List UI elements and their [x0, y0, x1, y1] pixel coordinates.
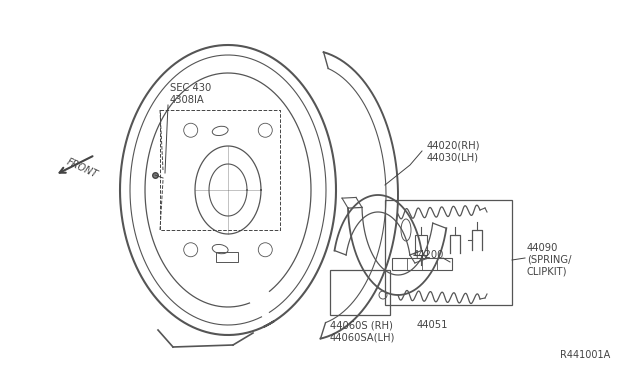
Text: (SPRING/: (SPRING/ — [527, 255, 572, 265]
Text: 44020(RH): 44020(RH) — [427, 140, 481, 150]
Text: 44051: 44051 — [417, 320, 449, 330]
Text: 4308IA: 4308IA — [170, 95, 205, 105]
Text: SEC 430: SEC 430 — [170, 83, 211, 93]
Text: 44030(LH): 44030(LH) — [427, 152, 479, 162]
Text: CLIPKIT): CLIPKIT) — [527, 267, 568, 277]
Bar — [330, 270, 390, 315]
Text: 44060SA(LH): 44060SA(LH) — [330, 332, 396, 342]
Bar — [385, 200, 512, 305]
Text: 44090: 44090 — [527, 243, 558, 253]
Text: R441001A: R441001A — [560, 350, 610, 360]
Bar — [216, 252, 238, 262]
Text: FRONT: FRONT — [65, 157, 99, 180]
Bar — [392, 258, 452, 270]
Bar — [415, 235, 427, 255]
Text: 44060S (RH): 44060S (RH) — [330, 320, 393, 330]
Text: 44200: 44200 — [413, 250, 444, 260]
